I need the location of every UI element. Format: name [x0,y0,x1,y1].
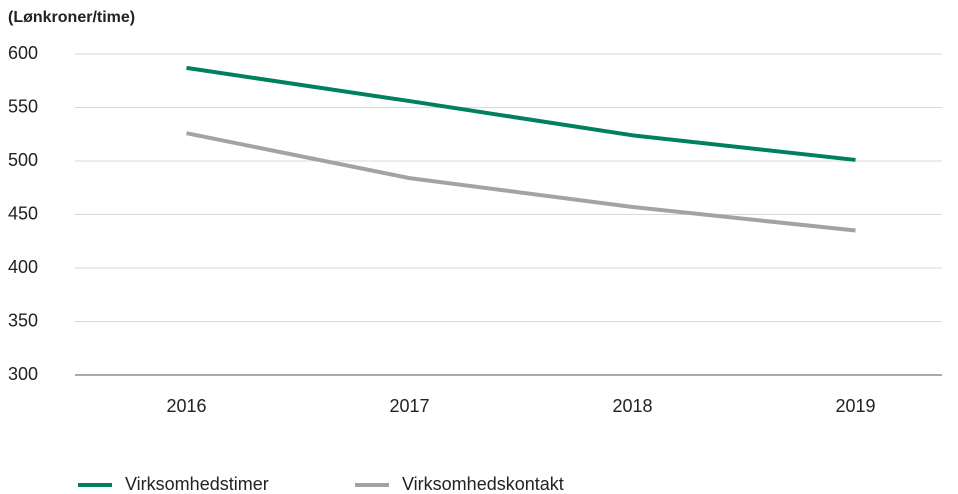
y-tick-label: 300 [8,364,38,384]
legend-label: Virksomhedstimer [125,474,269,494]
y-tick-label: 350 [8,310,38,330]
y-tick-label: 450 [8,203,38,223]
x-tick-label: 2017 [389,396,429,416]
x-tick-label: 2018 [612,396,652,416]
x-tick-label: 2016 [166,396,206,416]
y-tick-label: 550 [8,96,38,116]
series-line [186,65,856,162]
legend-label: Virksomhedskontakt [402,474,564,494]
axis-label: (Lønkroner/time) [8,9,135,26]
x-tick-label: 2019 [835,396,875,416]
y-tick-label: 500 [8,150,38,170]
series-line [186,131,856,233]
y-tick-label: 400 [8,257,38,277]
y-tick-label: 600 [8,43,38,63]
